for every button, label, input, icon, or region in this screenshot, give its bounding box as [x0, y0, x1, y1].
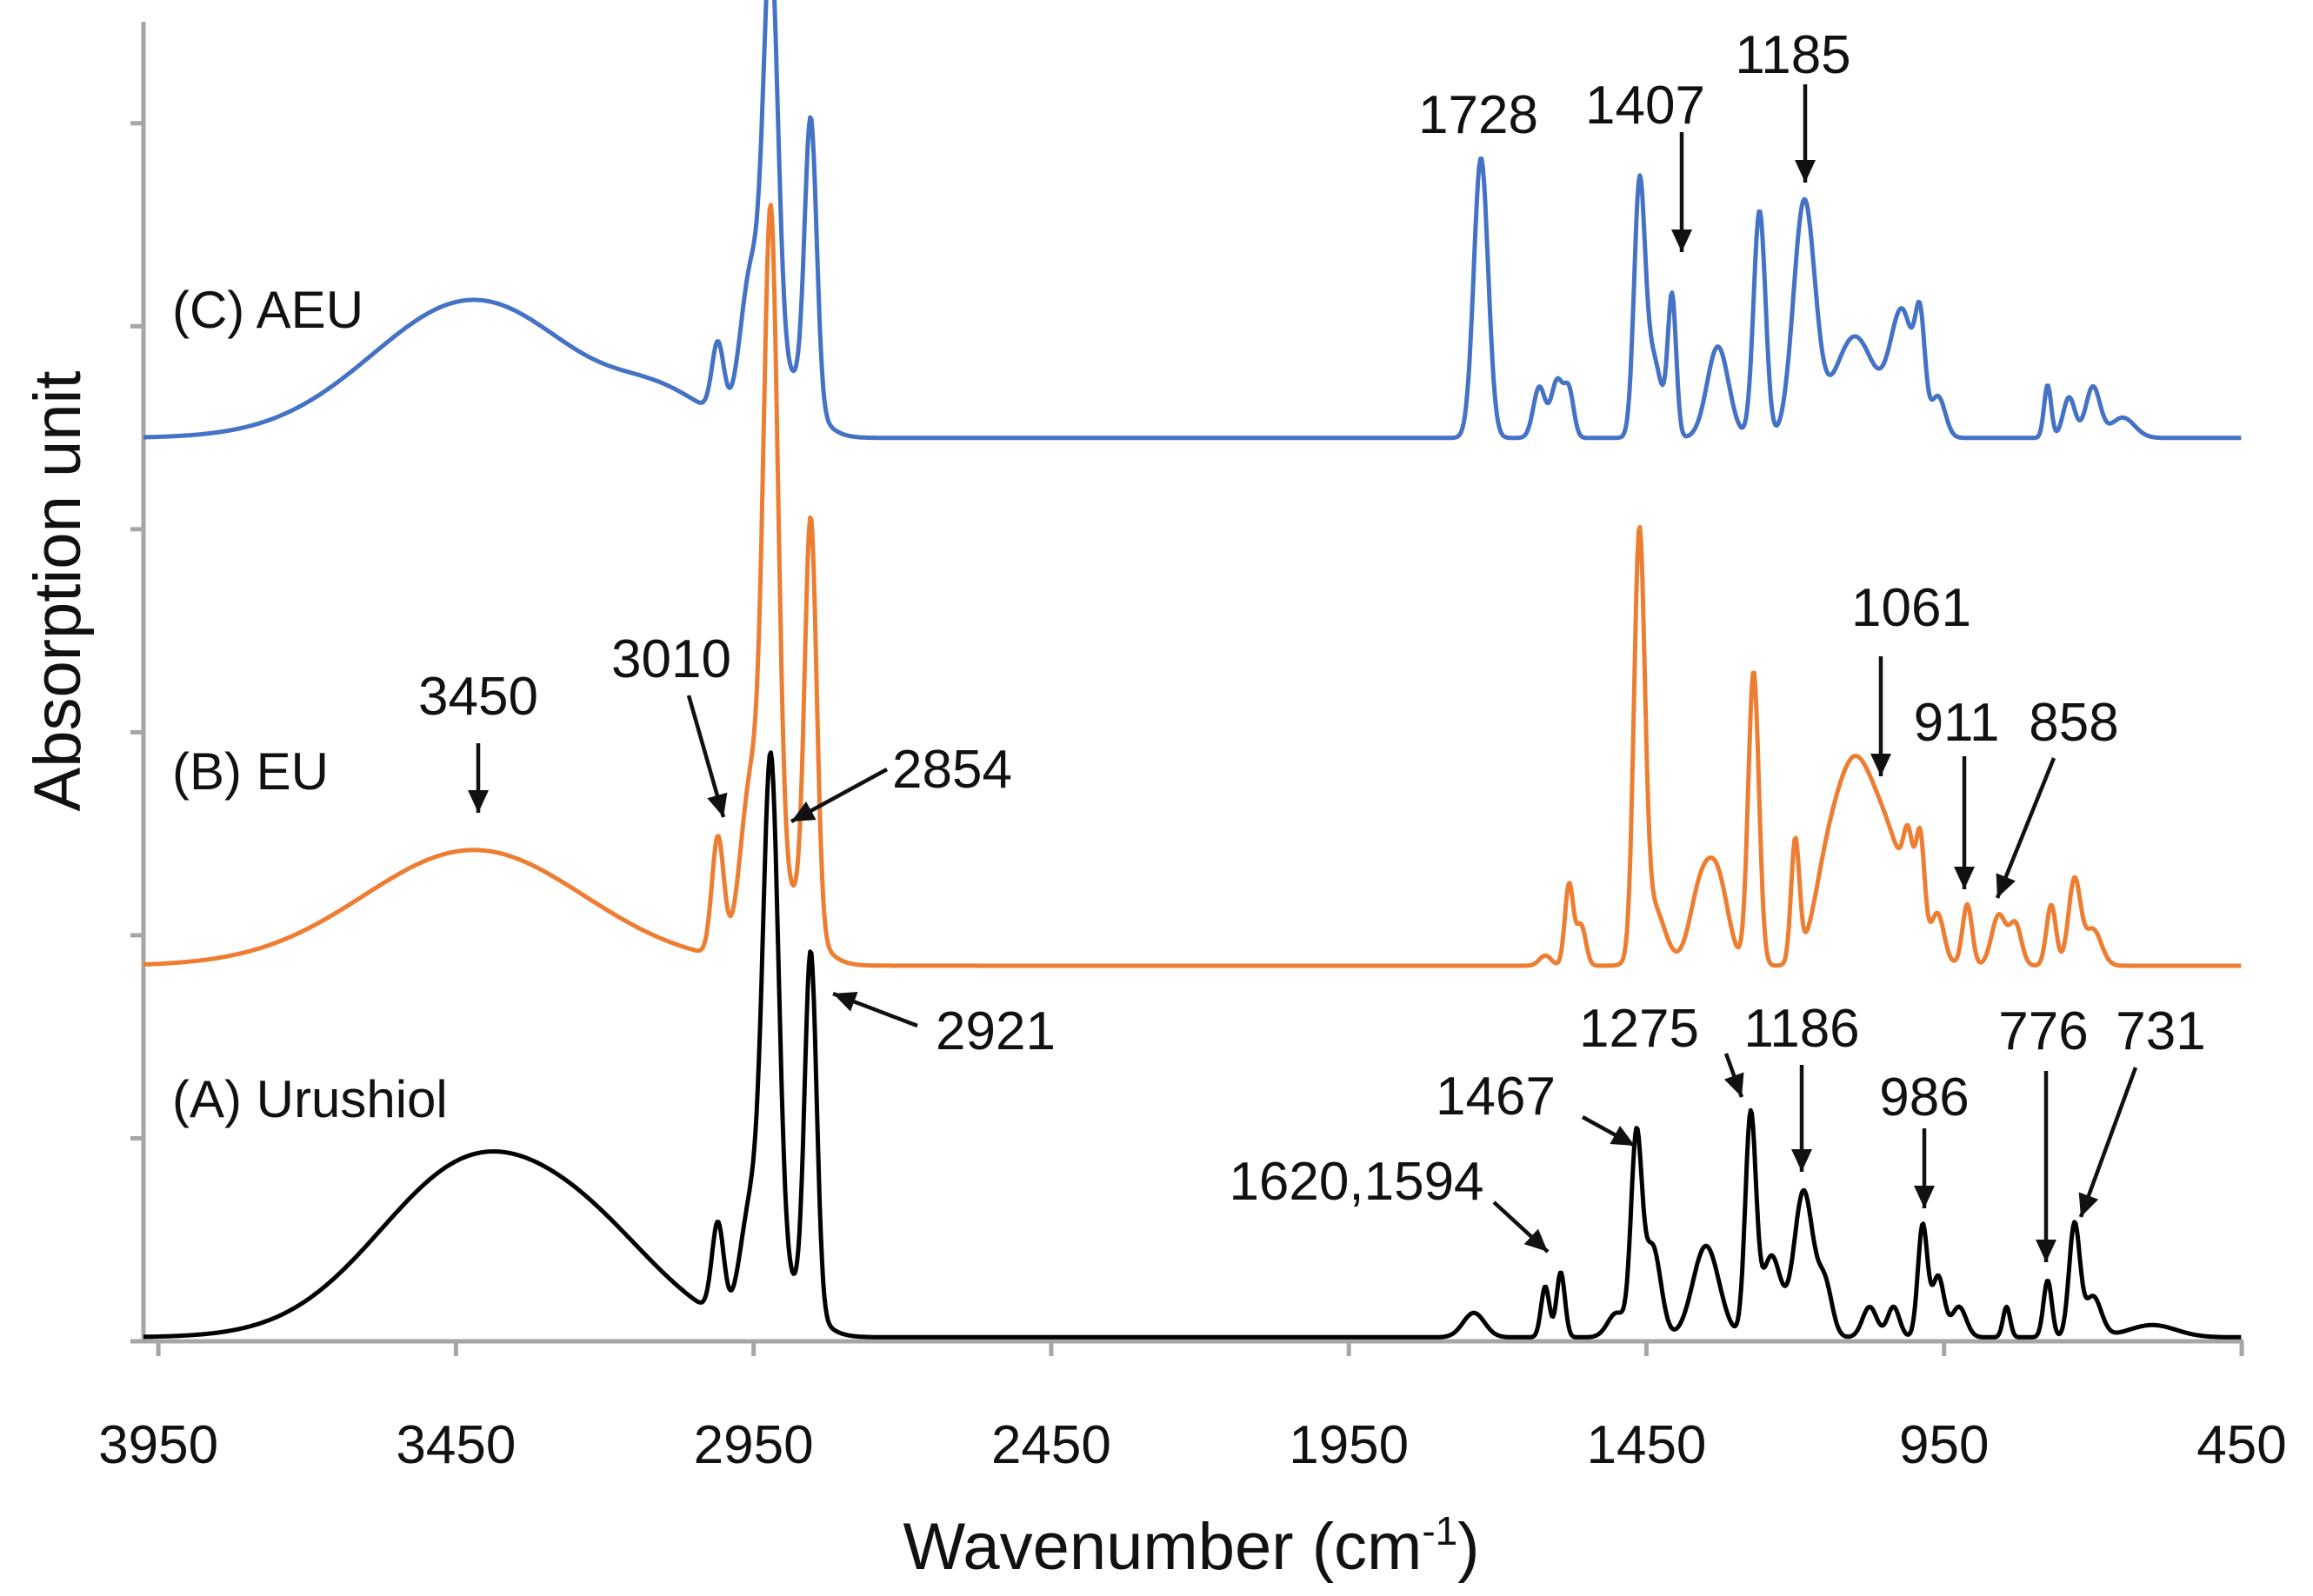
x-tick-label-450: 450 [2196, 1415, 2286, 1475]
arrow-858 [1995, 757, 2056, 899]
peak-label-1275: 1275 [1579, 999, 1699, 1059]
x-tick-label-2950: 2950 [694, 1415, 814, 1475]
series-label-urushiol: (A) Urushiol [172, 1070, 448, 1128]
x-tick-label-1450: 1450 [1586, 1415, 1706, 1475]
peak-label-3010: 3010 [611, 629, 731, 689]
arrowhead-0 [1671, 229, 1692, 252]
peak-label-1186: 1186 [1743, 999, 1859, 1059]
x-tick-label-3450: 3450 [396, 1415, 516, 1475]
arrowhead-7 [1996, 873, 2016, 898]
arrowhead-1 [1795, 160, 1816, 183]
series-line-2 [142, 0, 2243, 441]
arrowheads [468, 160, 2099, 1262]
x-tick-label-950: 950 [1899, 1415, 1989, 1475]
peak-label-1407: 1407 [1585, 76, 1705, 136]
series-line-1 [142, 203, 2243, 968]
peak-label-1620-1594: 1620,1594 [1229, 1152, 1483, 1212]
peak-label-731: 731 [2116, 1001, 2205, 1061]
x-axis-ticks: 3950 3450 2950 2450 1950 1450 950 450 [98, 1341, 2287, 1475]
x-tick-label-3950: 3950 [98, 1415, 218, 1475]
peak-label-776: 776 [1998, 1001, 2088, 1061]
arrowhead-14 [2036, 1240, 2056, 1262]
arrowhead-11 [1723, 1072, 1744, 1097]
peak-label-1728: 1728 [1418, 85, 1538, 145]
arrowhead-12 [1791, 1149, 1812, 1172]
peak-label-1467: 1467 [1436, 1067, 1556, 1127]
peak-label-2921: 2921 [936, 1001, 1056, 1061]
peak-label-986: 986 [1879, 1067, 1969, 1127]
x-tick-label-1950: 1950 [1289, 1415, 1409, 1475]
peak-label-2854: 2854 [892, 740, 1012, 800]
x-axis-title: Wavenumber (cm-1) [903, 1508, 1479, 1584]
series-layer [142, 0, 2243, 1340]
x-tick-label-2450: 2450 [991, 1415, 1111, 1475]
peak-label-3450: 3450 [418, 667, 538, 727]
peak-label-911: 911 [1914, 693, 2000, 753]
arrowhead-6 [1954, 867, 1975, 889]
arrowhead-15 [2078, 1192, 2099, 1217]
arrowhead-13 [1914, 1186, 1935, 1208]
arrow-731 [2078, 1067, 2138, 1218]
arrowhead-2 [468, 790, 489, 813]
series-line-0 [142, 750, 2243, 1340]
peak-label-858: 858 [2029, 693, 2118, 753]
y-axis-title: Absorption unit [21, 371, 95, 812]
arrowhead-9 [1610, 1125, 1635, 1146]
arrowhead-10 [1523, 1228, 1548, 1252]
peak-label-1061: 1061 [1851, 578, 1971, 638]
arrowhead-4 [791, 801, 817, 821]
arrowhead-3 [707, 792, 728, 817]
arrowhead-5 [1870, 754, 1891, 776]
arrowhead-8 [833, 992, 858, 1012]
y-axis-ticks [130, 121, 143, 1344]
peak-label-1185: 1185 [1735, 25, 1850, 85]
series-label-aeu: (C) AEU [172, 281, 363, 339]
series-label-eu: (B) EU [172, 742, 329, 801]
